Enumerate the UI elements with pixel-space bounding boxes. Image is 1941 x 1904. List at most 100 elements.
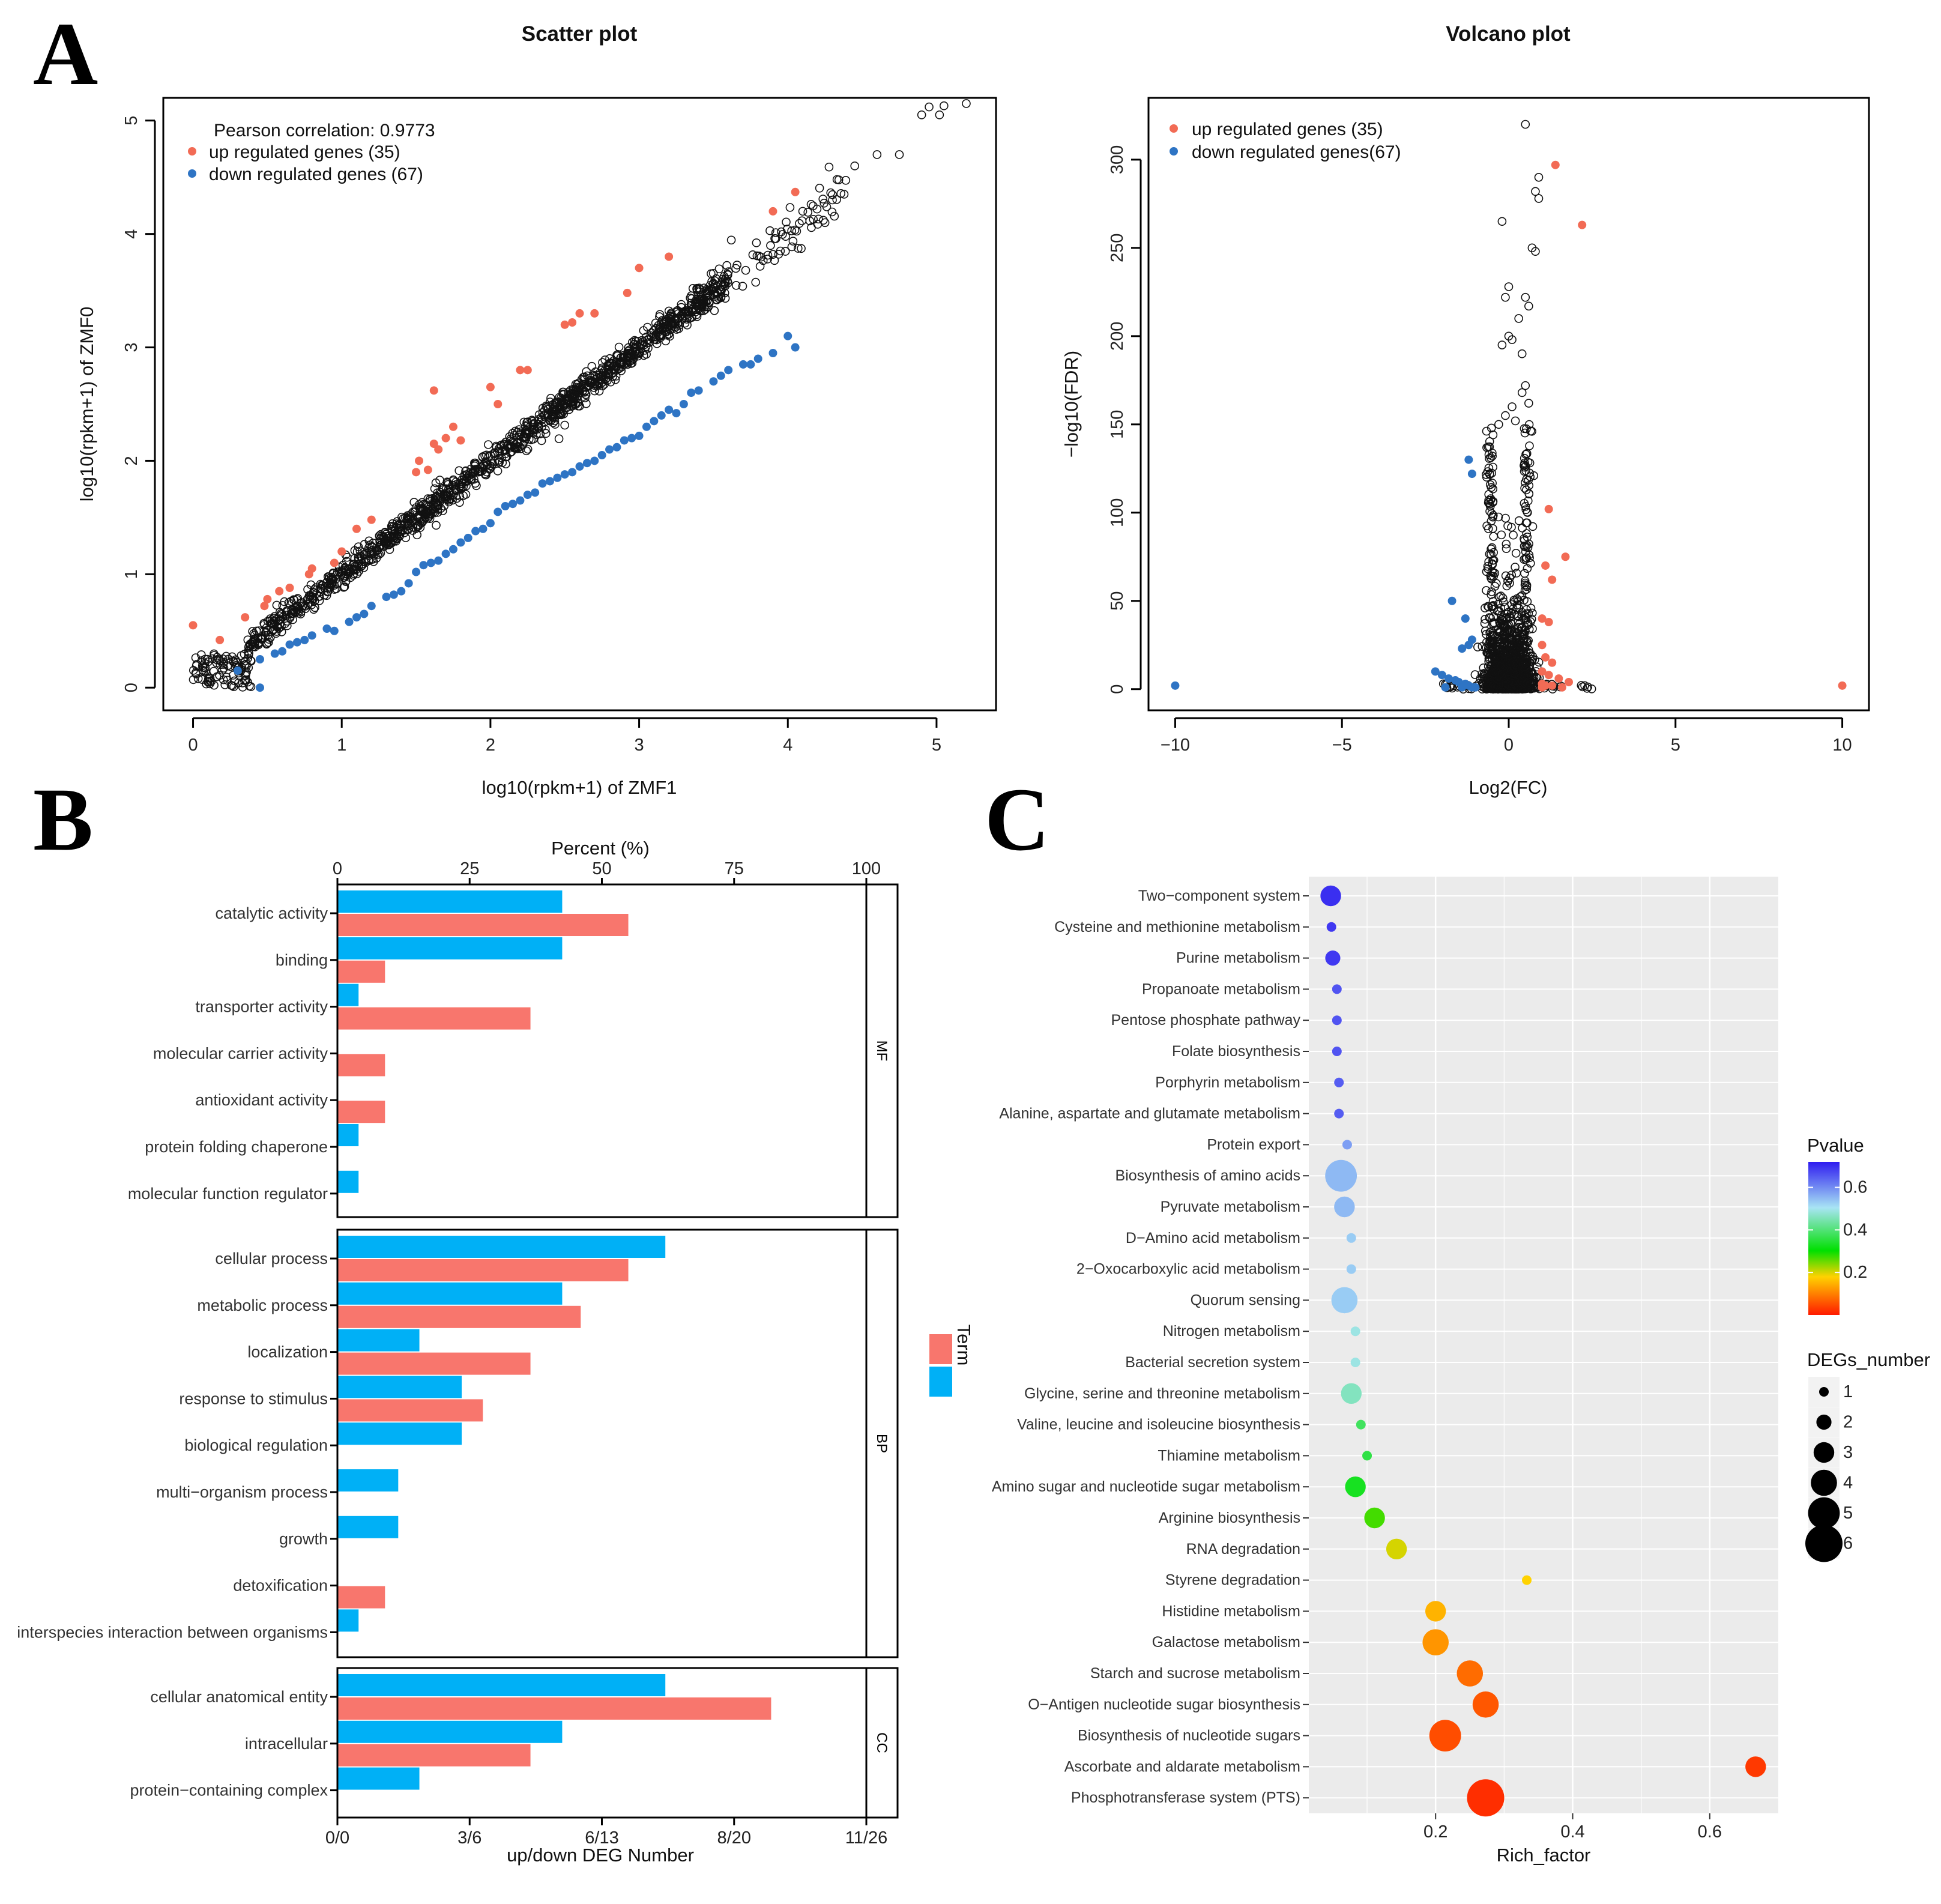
go-bottom-tick-label: 11/26 <box>845 1828 887 1848</box>
kegg-bubble <box>1326 922 1336 932</box>
volcano-up-point <box>1538 667 1547 676</box>
kegg-category-label: O−Antigen nucleotide sugar biosynthesis <box>1028 1696 1300 1713</box>
scatter-point <box>376 533 385 543</box>
scatter-x-tick-label: 1 <box>337 736 346 755</box>
volcano-point <box>1526 603 1536 613</box>
volcano-up-point <box>1565 677 1573 686</box>
go-bottom-tick-label: 6/13 <box>585 1828 618 1848</box>
scatter-legend-down: down regulated genes (67) <box>209 165 423 184</box>
scatter-down-point <box>352 613 361 622</box>
scatter-down-point <box>322 624 331 633</box>
scatter-point <box>436 504 445 513</box>
size-legend-label: 2 <box>1843 1413 1853 1432</box>
volcano-y-tick-label: 100 <box>1108 498 1127 527</box>
scatter-down-point <box>509 500 518 509</box>
volcano-up-point <box>1538 641 1547 650</box>
scatter-point <box>618 356 627 366</box>
volcano-y-tick-label: 0 <box>1108 685 1127 694</box>
go-bar-down <box>337 1282 563 1305</box>
volcano-point <box>1583 684 1592 693</box>
scatter-point <box>611 372 621 381</box>
go-bar-down <box>337 1422 462 1445</box>
volcano-point <box>1509 604 1518 614</box>
volcano-point <box>1520 585 1530 595</box>
volcano-point <box>1494 420 1503 429</box>
volcano-point <box>1513 629 1522 638</box>
volcano-point <box>1492 653 1501 662</box>
go-strip <box>865 1667 899 1819</box>
kegg-bubble <box>1345 1476 1366 1498</box>
size-legend-dot <box>1811 1469 1837 1496</box>
kegg-category-label: Valine, leucine and isoleucine biosynthe… <box>1017 1416 1300 1433</box>
go-xlabel: up/down DEG Number <box>507 1845 694 1866</box>
scatter-point <box>755 262 765 271</box>
scatter-point <box>349 560 358 569</box>
scatter-point <box>609 356 618 366</box>
kegg-category-label: Biosynthesis of amino acids <box>1115 1167 1300 1184</box>
scatter-up-point <box>486 382 495 391</box>
volcano-y-tick-label: 200 <box>1108 322 1127 351</box>
volcano-up-point <box>1541 561 1550 570</box>
scatter-point <box>572 384 581 393</box>
scatter-point <box>375 535 384 545</box>
scatter-xlabel: log10(rpkm+1) of ZMF1 <box>482 777 677 798</box>
scatter-down-point <box>665 405 674 414</box>
go-legend-title: Term <box>953 1325 974 1366</box>
scatter-point <box>654 324 663 334</box>
volcano-point <box>1521 381 1530 390</box>
volcano-down-point <box>1467 470 1476 479</box>
pvalue-tick-label: 0.6 <box>1843 1178 1867 1197</box>
scatter-point <box>481 470 491 480</box>
scatter-down-point <box>531 488 540 497</box>
volcano-down-point <box>1458 683 1467 692</box>
volcano-ylabel: −log10(FDR) <box>1061 351 1082 458</box>
scatter-x-tick-label: 2 <box>486 736 495 755</box>
scatter-x-tick-label: 5 <box>932 736 941 755</box>
scatter-point <box>763 250 773 260</box>
volcano-point <box>1509 530 1518 540</box>
scatter-point <box>675 321 684 330</box>
size-legend-dot <box>1808 1497 1840 1529</box>
scatter-point <box>232 658 241 667</box>
volcano-point <box>1502 581 1512 591</box>
scatter-up-point <box>216 635 225 644</box>
scatter-point <box>554 410 563 420</box>
volcano-frame <box>1147 97 1870 712</box>
scatter-point <box>389 522 399 531</box>
kegg-bubble <box>1320 885 1341 907</box>
volcano-point <box>1524 645 1533 654</box>
scatter-point <box>451 480 461 489</box>
go-bar-up <box>337 960 385 983</box>
scatter-x-tick-label: 4 <box>783 736 792 755</box>
scatter-up-point <box>260 602 269 611</box>
scatter-point <box>404 525 414 534</box>
scatter-point <box>391 537 400 546</box>
scatter-point <box>448 475 458 485</box>
scatter-point <box>872 150 882 159</box>
scatter-point <box>935 110 944 119</box>
scatter-down-point <box>285 640 294 649</box>
scatter-point <box>839 190 849 199</box>
scatter-down-point <box>278 647 287 656</box>
scatter-point <box>416 501 426 511</box>
volcano-point <box>1524 481 1534 490</box>
volcano-point <box>1483 467 1493 476</box>
scatter-point <box>191 668 201 677</box>
scatter-down-point <box>478 524 488 533</box>
scatter-y-tick-label: 5 <box>122 116 141 125</box>
go-category-label: molecular function regulator <box>128 1185 328 1203</box>
scatter-point <box>467 474 476 484</box>
volcano-point <box>1521 647 1531 656</box>
volcano-down-point <box>1464 641 1473 650</box>
volcano-point <box>1508 642 1517 651</box>
scatter-point <box>925 102 934 112</box>
volcano-point <box>1500 602 1509 612</box>
scatter-up-point <box>285 584 294 592</box>
volcano-point <box>1499 593 1508 603</box>
scatter-up-point <box>665 252 674 261</box>
scatter-up-point <box>635 264 644 273</box>
scatter-point <box>315 596 324 605</box>
scatter-point <box>714 264 724 274</box>
go-top-tick-label: 75 <box>725 859 744 878</box>
